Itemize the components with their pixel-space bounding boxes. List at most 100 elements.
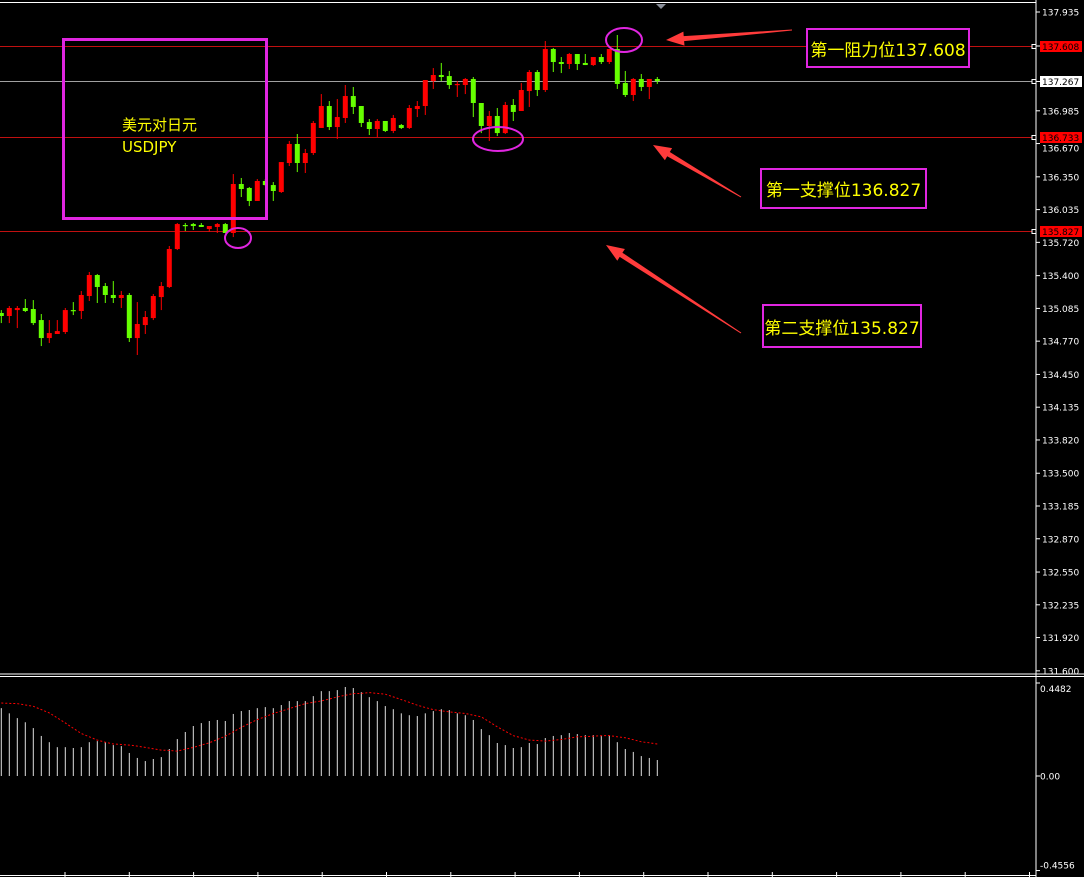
candle [286, 140, 292, 167]
candle-body [110, 294, 116, 298]
candle [126, 293, 132, 342]
candle [158, 281, 164, 311]
price-tick-label: 136.670 [1042, 145, 1079, 155]
candle-body [102, 286, 108, 295]
candle [6, 306, 12, 324]
candle [110, 281, 116, 303]
candle-body [302, 153, 308, 164]
price-line-handle [1031, 44, 1037, 49]
candle [142, 311, 148, 334]
candle-body [70, 310, 76, 312]
candle [494, 107, 500, 136]
resistance-1-label: 第一阻力位137.608 [806, 28, 970, 68]
candle [70, 302, 76, 316]
candles [0, 34, 660, 355]
price-tick-label: 133.185 [1042, 503, 1079, 513]
candle [358, 106, 364, 128]
candle [614, 34, 620, 89]
candle-body [78, 294, 84, 311]
candle [214, 223, 220, 233]
candle [14, 306, 20, 329]
price-tick-label: 134.135 [1042, 404, 1079, 414]
candle-body [126, 294, 132, 339]
candle-body [502, 104, 508, 134]
candle [198, 223, 204, 227]
candle [230, 174, 236, 238]
candle-body [190, 224, 196, 227]
price-tick-label: 133.500 [1042, 470, 1079, 480]
candle [590, 57, 596, 66]
candle [174, 223, 180, 251]
shift-marker-icon [656, 4, 666, 9]
price-tick-label: 135.085 [1042, 305, 1079, 315]
candle [542, 41, 548, 92]
candle-body [454, 83, 460, 86]
price-label-bg [1040, 226, 1082, 237]
candle [366, 119, 372, 136]
candle-body [534, 72, 540, 90]
candle [134, 302, 140, 355]
candle-body [310, 122, 316, 154]
candle-body [230, 184, 236, 233]
candle [62, 307, 68, 334]
candle [318, 94, 324, 128]
candle-body [638, 78, 644, 87]
candle-body [142, 317, 148, 326]
candle [326, 101, 332, 131]
annotation-overlays [224, 27, 792, 334]
candle [310, 120, 316, 155]
candle-body [0, 312, 4, 316]
candle-body [582, 62, 588, 66]
candle [38, 314, 44, 347]
price-label: 136.733 [1042, 134, 1079, 144]
candle [86, 272, 92, 302]
candle-body [198, 224, 204, 227]
candle [454, 81, 460, 97]
price-tick-label: 133.820 [1042, 436, 1079, 446]
candle-body [278, 162, 284, 193]
candle-body [246, 187, 252, 201]
candle-body [390, 117, 396, 131]
candle-body [614, 49, 620, 84]
candle [518, 83, 524, 112]
price-label: 137.267 [1042, 78, 1079, 88]
price-tick-label: 134.450 [1042, 371, 1079, 381]
candle-body [14, 307, 20, 311]
macd-tick-label: -0.4556 [1040, 862, 1075, 872]
candle [510, 99, 516, 121]
candle [438, 62, 444, 82]
price-tick-label: 131.920 [1042, 634, 1079, 644]
candle [270, 182, 276, 201]
highlight-ellipse [224, 227, 252, 249]
candle-body [518, 90, 524, 112]
candle [558, 57, 564, 74]
candle-body [430, 75, 436, 82]
candle-body [206, 226, 212, 230]
candle [302, 148, 308, 173]
candle [606, 49, 612, 64]
macd-tick-label: 0.00 [1040, 773, 1060, 783]
candle [526, 70, 532, 107]
candle-body [318, 106, 324, 128]
candle-body [622, 83, 628, 95]
macd-tick-label: 0.4482 [1040, 685, 1072, 695]
candle-body [158, 286, 164, 298]
title-annotation-box [62, 38, 268, 220]
candle-body [222, 224, 228, 233]
candle-body [566, 54, 572, 64]
candle-body [366, 122, 372, 129]
price-line-handle [1031, 135, 1037, 140]
candle-body [350, 96, 356, 107]
candle-body [470, 78, 476, 103]
price-line-handle [1031, 79, 1037, 84]
candle-body [414, 106, 420, 110]
candle [46, 320, 52, 344]
candle [150, 294, 156, 321]
candle-body [478, 103, 484, 126]
candle-body [334, 117, 340, 128]
candle [350, 86, 356, 115]
candle-body [606, 49, 612, 63]
candle [422, 80, 428, 115]
candle-body [118, 294, 124, 298]
candle-body [254, 181, 260, 201]
